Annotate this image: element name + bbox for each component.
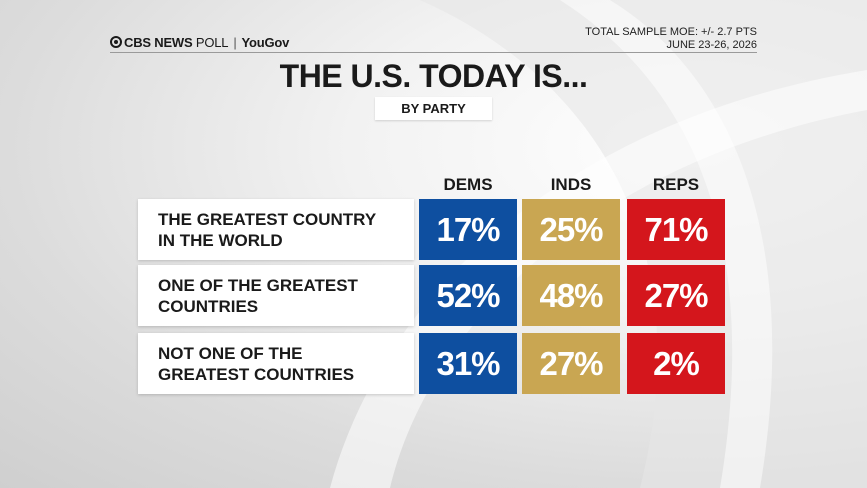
chart-subtitle: BY PARTY xyxy=(375,97,492,120)
row-label-3: NOT ONE OF THE GREATEST COUNTRIES xyxy=(138,333,414,394)
value-cell-reps: 27% xyxy=(627,265,725,326)
header-rule xyxy=(110,52,757,53)
brand-separator: | xyxy=(233,35,237,50)
column-header-inds: INDS xyxy=(550,175,592,194)
value-cell-reps: 71% xyxy=(627,199,725,260)
brand-network: CBS NEWS xyxy=(124,35,193,50)
row-label-1: THE GREATEST COUNTRY IN THE WORLD xyxy=(138,199,414,260)
row-label-text: NOT ONE OF THE GREATEST COUNTRIES xyxy=(158,343,355,384)
column-header-reps: REPS xyxy=(652,175,700,194)
brand-partner: YouGov xyxy=(241,35,290,50)
brand-logo: CBS NEWS POLL | YouGov xyxy=(110,35,289,50)
value-cell-reps: 2% xyxy=(627,333,725,394)
brand-poll: POLL xyxy=(195,35,229,50)
row-label-2: ONE OF THE GREATEST COUNTRIES xyxy=(138,265,414,326)
cbs-eye-icon xyxy=(110,36,122,48)
chart-title: THE U.S. TODAY IS... xyxy=(279,58,588,94)
value-cell-inds: 27% xyxy=(522,333,620,394)
value-cell-dems: 31% xyxy=(419,333,517,394)
value-cell-dems: 52% xyxy=(419,265,517,326)
value-cell-inds: 25% xyxy=(522,199,620,260)
column-header-dems: DEMS xyxy=(443,175,493,194)
value-cell-inds: 48% xyxy=(522,265,620,326)
poll-meta: TOTAL SAMPLE MOE: +/- 2.7 PTS JUNE 23-26… xyxy=(585,26,757,52)
row-label-text: THE GREATEST COUNTRY IN THE WORLD xyxy=(158,209,377,250)
value-cell-dems: 17% xyxy=(419,199,517,260)
row-label-text: ONE OF THE GREATEST COUNTRIES xyxy=(158,275,358,316)
poll-dates: JUNE 23-26, 2026 xyxy=(666,39,758,51)
moe-text: TOTAL SAMPLE MOE: +/- 2.7 PTS xyxy=(585,26,757,38)
